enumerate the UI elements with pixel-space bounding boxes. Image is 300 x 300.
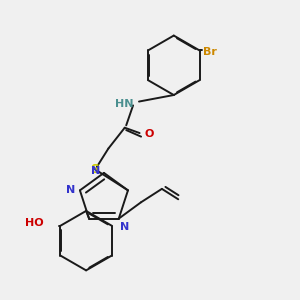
Text: O: O (144, 129, 153, 139)
Text: N: N (91, 166, 101, 176)
Text: HN: HN (115, 99, 134, 109)
Text: HO: HO (26, 218, 44, 228)
Text: S: S (91, 163, 100, 176)
Text: N: N (120, 222, 130, 232)
Text: Br: Br (203, 47, 217, 57)
Text: N: N (66, 185, 75, 195)
